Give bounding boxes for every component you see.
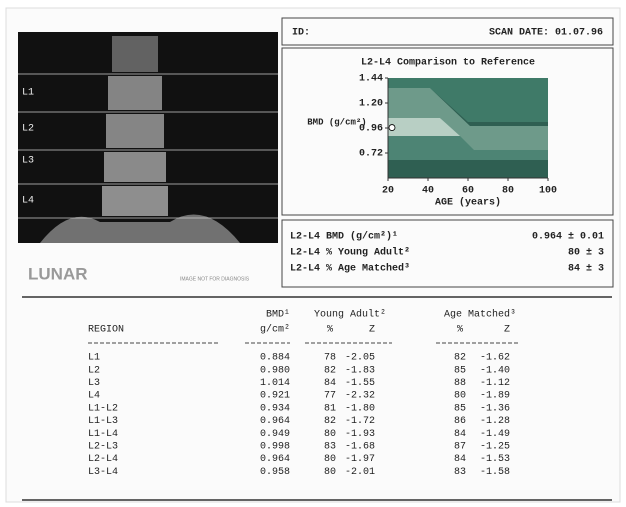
level-label: L4 [22, 196, 34, 207]
x-axis-label: AGE (years) [435, 197, 501, 209]
table-cell: 83 [454, 467, 466, 478]
table-cell: -2.05 [345, 353, 375, 364]
table-cell: L3 [88, 378, 100, 389]
table-cell: L1 [88, 353, 100, 364]
bmd-header: BMD¹ [266, 310, 290, 321]
column-header: Z [504, 325, 510, 336]
table-cell: -1.93 [345, 429, 375, 440]
age-matched-header: Age Matched³ [444, 309, 516, 321]
table-cell: -1.97 [345, 454, 375, 465]
table-cell: -1.40 [480, 365, 510, 376]
id-label: ID: [292, 28, 310, 39]
table-cell: -1.89 [480, 391, 510, 402]
level-label: L3 [22, 156, 34, 167]
table-cell: 78 [324, 353, 336, 364]
table-cell: 80 [324, 454, 336, 465]
scan-image: L1 L2 L3 L4 [18, 32, 278, 243]
table-cell: -2.01 [345, 467, 375, 478]
column-header: % [457, 325, 463, 336]
logo: LUNAR [28, 264, 88, 283]
x-tick-label: 20 [382, 186, 394, 197]
table-cell: L3-L4 [88, 467, 118, 478]
table-cell: 80 [324, 429, 336, 440]
x-tick-label: 40 [422, 186, 434, 197]
y-tick-label: 1.20 [359, 99, 383, 110]
table-cell: -1.36 [480, 403, 510, 414]
table-cell: 77 [324, 391, 336, 402]
y-tick-label: 0.72 [359, 149, 383, 160]
summary-value: 80 ± 3 [568, 248, 604, 259]
level-label: L1 [22, 88, 34, 99]
level-label: L2 [22, 124, 34, 135]
table-cell: L2 [88, 365, 100, 376]
table-cell: -1.62 [480, 353, 510, 364]
table-cell: L1-L2 [88, 403, 118, 414]
summary-value: 0.964 ± 0.01 [532, 232, 604, 243]
note: IMAGE NOT FOR DIAGNOSIS [180, 276, 250, 282]
x-tick-label: 100 [539, 186, 557, 197]
table-cell: L2-L3 [88, 442, 118, 453]
table-cell: 84 [454, 429, 466, 440]
x-tick-label: 60 [462, 186, 474, 197]
table-cell: L1-L3 [88, 416, 118, 427]
table-cell: 0.980 [260, 365, 290, 376]
table-cell: -1.28 [480, 416, 510, 427]
table-cell: 0.964 [260, 454, 290, 465]
table-cell: -1.80 [345, 403, 375, 414]
table-cell: L1-L4 [88, 429, 118, 440]
table-cell: 0.949 [260, 429, 290, 440]
summary-value: 84 ± 3 [568, 264, 604, 275]
table-cell: 81 [324, 403, 336, 414]
summary-label: L2-L4 % Age Matched³ [290, 263, 410, 275]
patient-point [389, 125, 395, 131]
table-cell: 0.958 [260, 467, 290, 478]
scan-date: SCAN DATE: 01.07.96 [489, 28, 603, 39]
table-cell: -1.12 [480, 378, 510, 389]
table-cell: -2.32 [345, 391, 375, 402]
summary-label: L2-L4 BMD (g/cm²)¹ [290, 231, 398, 243]
chart-title: L2-L4 Comparison to Reference [361, 57, 535, 69]
table-cell: 87 [454, 442, 466, 453]
y-axis-label: BMD (g/cm²) [307, 117, 366, 127]
x-tick-label: 80 [502, 186, 514, 197]
summary-label: L2-L4 % Young Adult² [290, 247, 410, 259]
table-cell: L4 [88, 391, 100, 402]
column-header: % [327, 325, 333, 336]
column-header: Z [369, 325, 375, 336]
table-cell: -1.83 [345, 365, 375, 376]
table-cell: -1.68 [345, 442, 375, 453]
table-cell: 86 [454, 416, 466, 427]
table-cell: 82 [324, 365, 336, 376]
table-cell: -1.25 [480, 442, 510, 453]
table-cell: 82 [324, 416, 336, 427]
table-cell: 80 [324, 467, 336, 478]
table-cell: 80 [454, 391, 466, 402]
table-cell: 84 [324, 378, 336, 389]
table-cell: L2-L4 [88, 454, 118, 465]
table-cell: 85 [454, 403, 466, 414]
table-cell: 0.884 [260, 353, 290, 364]
table-cell: 0.921 [260, 391, 290, 402]
table-cell: 0.964 [260, 416, 290, 427]
table-cell: 84 [454, 454, 466, 465]
table-cell: 88 [454, 378, 466, 389]
table-cell: -1.53 [480, 454, 510, 465]
young-adult-header: Young Adult² [314, 309, 386, 321]
table-cell: 82 [454, 353, 466, 364]
table-cell: -1.55 [345, 378, 375, 389]
table-cell: 1.014 [260, 378, 290, 389]
table-cell: -1.72 [345, 416, 375, 427]
column-header: g/cm² [260, 324, 290, 336]
table-cell: 0.934 [260, 403, 290, 414]
table-cell: 83 [324, 442, 336, 453]
report: L1 L2 L3 L4 LUNAR IMAGE NOT FOR DIAGNOSI… [0, 0, 626, 507]
table-cell: 85 [454, 365, 466, 376]
table-cell: -1.58 [480, 467, 510, 478]
y-tick-label: 1.44 [359, 74, 383, 85]
column-header: REGION [88, 325, 124, 336]
table-cell: 0.998 [260, 442, 290, 453]
table-cell: -1.49 [480, 429, 510, 440]
